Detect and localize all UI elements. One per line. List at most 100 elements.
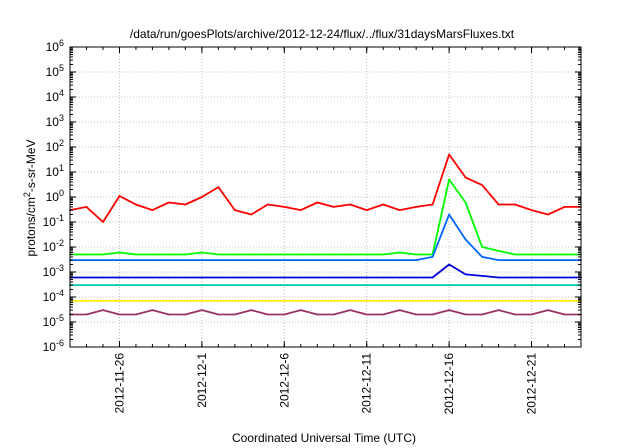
series-5-point xyxy=(547,284,549,286)
series-2-point xyxy=(118,251,121,254)
series-1-point xyxy=(283,206,286,208)
series-6-point xyxy=(415,300,418,302)
series-5-point xyxy=(299,284,302,286)
series-4-point xyxy=(448,263,450,266)
ticks: 10-610-510-410-310-210-11001011021031041… xyxy=(43,38,582,415)
series-2-point xyxy=(217,253,220,256)
series-3-point xyxy=(201,259,203,261)
series-2-point xyxy=(481,246,483,248)
series-7-point xyxy=(349,309,352,311)
series-6-point xyxy=(332,300,335,302)
series-7-point xyxy=(547,309,549,311)
series-7-point xyxy=(233,313,236,316)
series-5-point xyxy=(85,284,88,286)
series-3-point xyxy=(563,259,566,261)
series-6-point xyxy=(382,300,385,302)
series-3-point xyxy=(118,259,121,261)
series-2-point xyxy=(415,253,418,256)
series-6-point xyxy=(530,300,533,302)
y-tick-label-exponent: -3 xyxy=(56,263,64,273)
series-2-point xyxy=(184,253,187,256)
y-tick-label: 101 xyxy=(46,163,64,179)
series-7-point xyxy=(382,313,385,316)
series-3-point xyxy=(168,259,170,261)
y-tick-label: 106 xyxy=(46,38,64,54)
series-7-point xyxy=(514,313,516,316)
series-4-point xyxy=(135,276,137,279)
series-3-point xyxy=(332,259,335,261)
series-5-point xyxy=(464,284,467,286)
series-7-point xyxy=(332,313,335,316)
series-4-point xyxy=(332,276,335,279)
series-line-4 xyxy=(70,263,581,279)
series-5-point xyxy=(316,284,319,286)
series-3-point xyxy=(102,259,104,261)
series-5-point xyxy=(349,284,352,286)
x-tick-label: 2012-12-16 xyxy=(442,353,456,415)
series-4-point xyxy=(431,276,434,279)
series-1-point xyxy=(118,195,121,197)
series-1-point xyxy=(102,221,104,223)
series-5-point xyxy=(365,284,368,286)
y-tick-label: 10-2 xyxy=(43,238,64,254)
y-tick-label-exponent: 3 xyxy=(59,113,64,123)
series-4-point xyxy=(201,276,203,279)
series-6-point xyxy=(481,300,483,302)
series-5-point xyxy=(563,284,566,286)
series-1-point xyxy=(398,209,401,212)
series-3-point xyxy=(233,259,236,261)
series-5-point xyxy=(217,284,220,286)
series-5-point xyxy=(102,284,104,286)
series-7-point xyxy=(283,313,286,316)
series-3-point xyxy=(547,259,549,261)
series-2-point xyxy=(102,253,104,256)
series-6-point xyxy=(497,300,500,302)
series-1-point xyxy=(563,206,566,208)
series-5-point xyxy=(415,284,418,286)
series-6-point xyxy=(85,300,88,302)
series-7-point xyxy=(85,313,88,316)
series-5-point xyxy=(497,284,500,286)
series-2-point xyxy=(547,253,549,256)
y-tick-label-base: 10 xyxy=(46,115,60,129)
y-tick-label: 102 xyxy=(46,138,64,154)
x-tick-label: 2012-12-1 xyxy=(195,353,209,408)
chart-title: /data/run/goesPlots/archive/2012-12-24/f… xyxy=(130,27,515,41)
series-7-point xyxy=(563,313,566,316)
series-4-point xyxy=(316,276,319,279)
series-6-point xyxy=(283,300,286,302)
series-1-point xyxy=(168,201,170,204)
series-2-point xyxy=(464,201,467,204)
series-2-point xyxy=(299,253,302,256)
series-7-point xyxy=(530,313,533,316)
series-1-point xyxy=(201,196,203,198)
y-tick-label-base: 10 xyxy=(43,315,57,329)
series-5-point xyxy=(514,284,516,286)
series-1-point xyxy=(448,153,450,156)
series-4-point xyxy=(349,276,352,279)
series-6-point xyxy=(217,300,220,302)
series-5-point xyxy=(332,284,335,286)
series-5-point xyxy=(233,284,236,286)
series-2-point xyxy=(448,178,450,181)
series-1-point xyxy=(481,184,483,187)
y-tick-label-base: 10 xyxy=(46,90,60,104)
series-6-point xyxy=(135,300,137,302)
series-5-point xyxy=(118,284,121,286)
series-3-point xyxy=(349,259,352,261)
series-7-point xyxy=(135,313,137,316)
y-tick-label-exponent: 4 xyxy=(59,88,64,98)
grid xyxy=(70,47,581,347)
series-4-point xyxy=(184,276,187,279)
y-tick-label-exponent: -1 xyxy=(56,213,64,223)
series-4-point xyxy=(102,276,104,279)
series-4-point xyxy=(299,276,302,279)
series-line-3 xyxy=(70,213,581,262)
series-2-point xyxy=(283,253,286,256)
series-6-point xyxy=(118,300,121,302)
series-3-point xyxy=(299,259,302,261)
series-4-point xyxy=(563,276,566,279)
series-5-point xyxy=(201,284,203,286)
series-6-point xyxy=(316,300,319,302)
series-2-point xyxy=(332,253,335,256)
